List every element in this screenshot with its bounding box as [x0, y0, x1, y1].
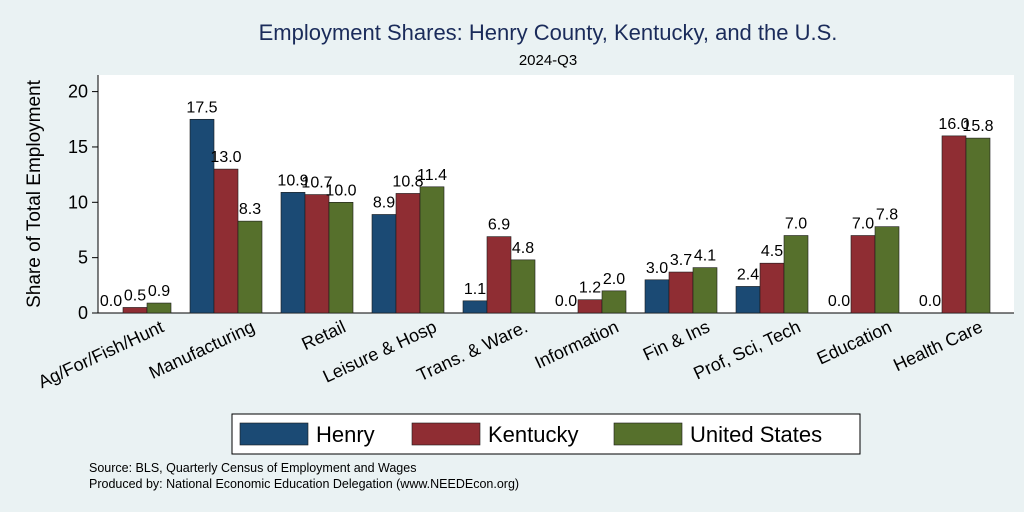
- data-label: 17.5: [186, 99, 217, 116]
- bar: [577, 299, 603, 314]
- bar: [462, 300, 488, 314]
- data-label: 4.1: [694, 248, 716, 265]
- bar: [759, 262, 785, 314]
- y-tick-label: 0: [78, 303, 88, 323]
- legend-swatch: [239, 422, 309, 446]
- data-label: 3.0: [646, 260, 668, 277]
- bar: [146, 302, 172, 314]
- data-labels: 0.0 0.5 0.917.513.08.310.910.710.08.910.81…: [100, 99, 994, 310]
- data-label: 0.0: [828, 293, 850, 310]
- data-label: 16.0: [938, 116, 969, 133]
- data-label: 2.4: [737, 266, 759, 283]
- chart-title: Employment Shares: Henry County, Kentuck…: [259, 20, 838, 45]
- bar: [189, 118, 215, 314]
- data-label: 8.9: [373, 194, 395, 211]
- data-label: 10.7: [301, 175, 332, 192]
- data-label: 0.0: [100, 293, 122, 310]
- bar: [735, 286, 761, 314]
- chart-subtitle: 2024-Q3: [519, 52, 577, 69]
- data-label: 2.0: [603, 271, 625, 288]
- data-label: 10.8: [392, 173, 423, 190]
- legend-items: Henry Kentucky United States: [239, 422, 822, 447]
- data-label: 0.0: [555, 293, 577, 310]
- bar: [486, 236, 512, 314]
- legend: Henry Kentucky United States: [231, 413, 861, 455]
- data-label: 7.0: [852, 216, 874, 233]
- data-label: 0.0: [919, 293, 941, 310]
- source-note: Source: BLS, Quarterly Census of Employm…: [89, 461, 416, 475]
- data-label: 6.9: [488, 217, 510, 234]
- legend-swatch: [613, 422, 683, 446]
- data-label: 4.5: [761, 243, 783, 260]
- bar: [510, 259, 536, 314]
- legend-label: United States: [690, 422, 822, 447]
- y-tick-label: 20: [68, 82, 88, 102]
- legend-label: Kentucky: [488, 422, 579, 447]
- bar: [668, 271, 694, 314]
- data-label: 3.7: [670, 252, 692, 269]
- y-tick-label: 15: [68, 137, 88, 157]
- data-label: 8.3: [239, 201, 261, 218]
- data-label: 11.4: [417, 167, 447, 184]
- legend-box: [231, 413, 861, 455]
- y-tick-label: 10: [68, 192, 88, 212]
- bar: [850, 235, 876, 314]
- bar: [874, 226, 900, 314]
- bar: [122, 307, 148, 314]
- legend-swatch: [411, 422, 481, 446]
- bar: [280, 192, 306, 314]
- bar-group: [122, 118, 991, 314]
- data-label: 13.0: [210, 149, 241, 166]
- bar: [692, 267, 718, 314]
- data-label: 1.2: [579, 280, 601, 297]
- data-label: 7.0: [785, 216, 807, 233]
- data-label: 4.8: [512, 240, 534, 257]
- producer-note: Produced by: National Economic Education…: [89, 477, 519, 491]
- data-label: 15.8: [962, 118, 993, 135]
- bar: [941, 135, 967, 314]
- bar: [783, 235, 809, 314]
- y-tick-label: 5: [78, 248, 88, 268]
- bar: [213, 168, 239, 314]
- data-label: 10.9: [277, 172, 308, 189]
- data-label: 7.8: [876, 207, 898, 224]
- data-label: 0.5: [124, 287, 146, 304]
- bar: [601, 290, 627, 314]
- bar: [328, 202, 354, 314]
- y-axis-label: Share of Total Employment: [24, 79, 45, 307]
- legend-label: Henry: [316, 422, 375, 447]
- bar: [237, 220, 263, 314]
- data-label: 0.9: [148, 283, 170, 300]
- bar: [965, 137, 991, 314]
- bar: [644, 279, 670, 314]
- bar: [304, 194, 330, 314]
- y-axis-ticks: 0 5 10 15 20: [68, 82, 98, 323]
- data-label: 1.1: [464, 281, 486, 298]
- bar: [371, 214, 397, 314]
- bar: [395, 193, 421, 314]
- bar: [419, 186, 445, 314]
- data-label: 10.0: [325, 182, 356, 199]
